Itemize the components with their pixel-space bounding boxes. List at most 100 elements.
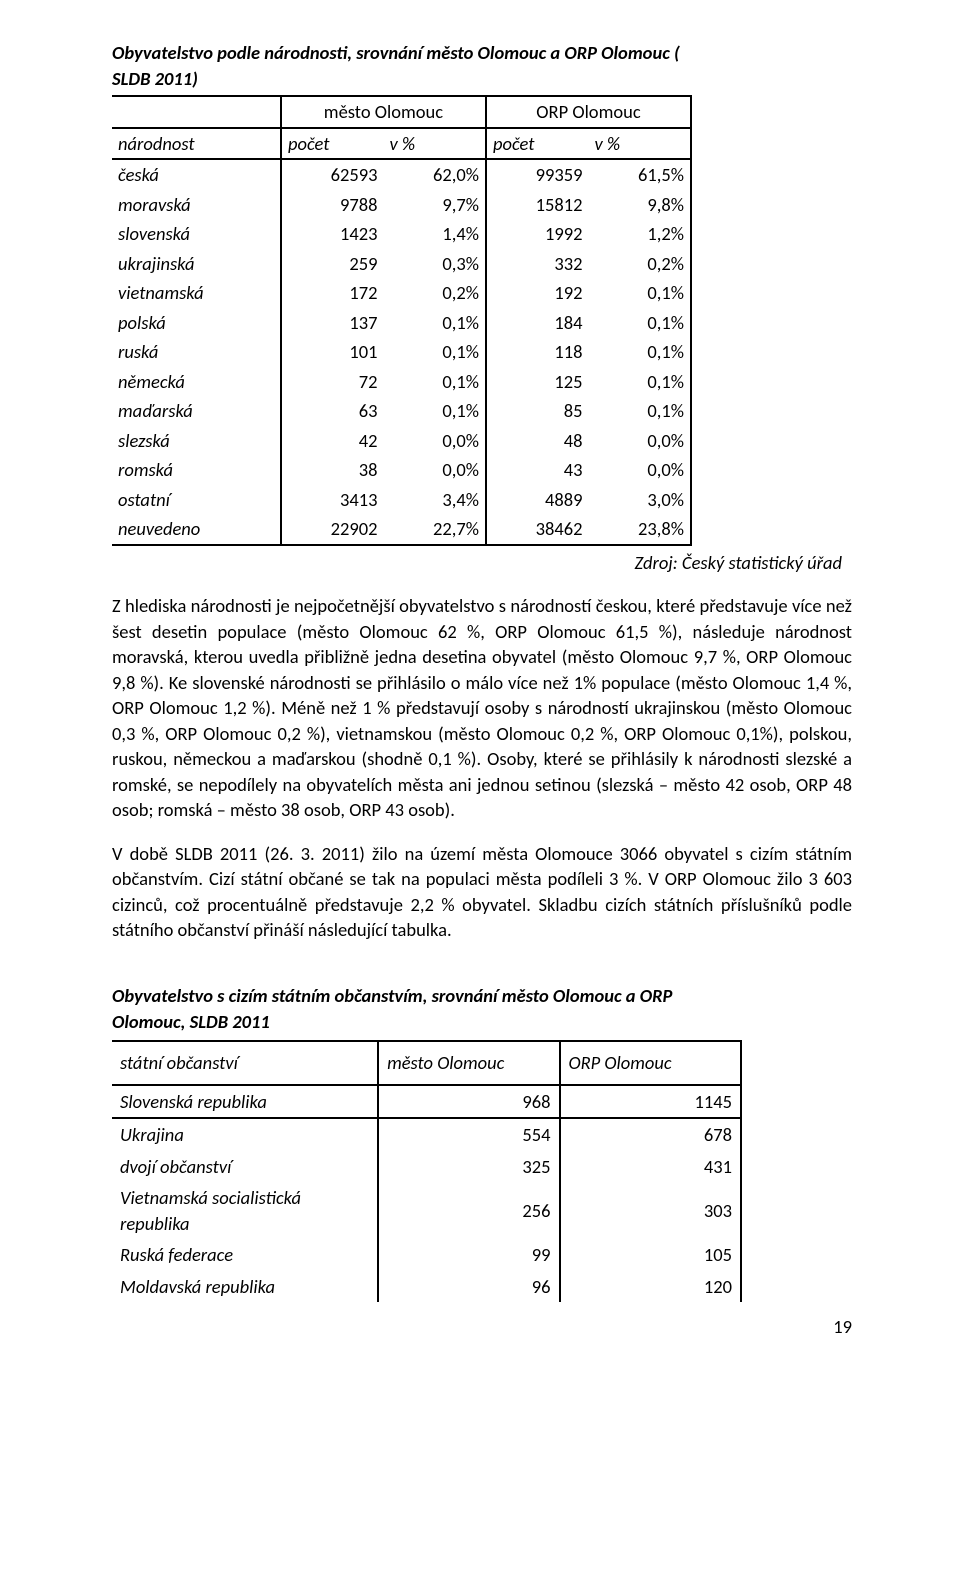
table-row: vietnamská1720,2%1920,1% — [112, 278, 691, 308]
table2-h2: ORP Olomouc — [560, 1041, 741, 1085]
cell-val: 61,5% — [588, 159, 691, 190]
cell-val: 23,8% — [588, 514, 691, 545]
table1-h1: počet — [281, 128, 384, 160]
cell-val: 0,1% — [383, 396, 485, 426]
table-row: Moldavská republika96120 — [112, 1271, 741, 1303]
cell-name: německá — [112, 367, 281, 397]
table-row: německá720,1%1250,1% — [112, 367, 691, 397]
cell-val: 43 — [486, 455, 589, 485]
cell-val: 0,0% — [383, 426, 485, 456]
cell-val: 3413 — [281, 485, 384, 515]
cell-val: 9788 — [281, 190, 384, 220]
cell-val: 62,0% — [383, 159, 485, 190]
cell-val: 0,1% — [588, 367, 691, 397]
cell-val: 99 — [378, 1239, 559, 1271]
cell-val: 15812 — [486, 190, 589, 220]
table-row: Ruská federace99105 — [112, 1239, 741, 1271]
cell-val: 0,1% — [588, 278, 691, 308]
cell-val: 42 — [281, 426, 384, 456]
cell-val: 192 — [486, 278, 589, 308]
cell-val: 38462 — [486, 514, 589, 545]
cell-val: 9,8% — [588, 190, 691, 220]
cell-val: 0,0% — [588, 455, 691, 485]
table-row: slezská420,0%480,0% — [112, 426, 691, 456]
cell-val: 0,0% — [383, 455, 485, 485]
cell-val: 101 — [281, 337, 384, 367]
table-row: Slovenská republika9681145 — [112, 1085, 741, 1119]
cell-val: 72 — [281, 367, 384, 397]
table-row: dvojí občanství325431 — [112, 1151, 741, 1183]
cell-val: 0,1% — [383, 367, 485, 397]
cell-val: 259 — [281, 249, 384, 279]
table-row: ruská1010,1%1180,1% — [112, 337, 691, 367]
cell-val: 0,1% — [383, 308, 485, 338]
cell-val: 63 — [281, 396, 384, 426]
table-row: slovenská14231,4%19921,2% — [112, 219, 691, 249]
cell-val: 172 — [281, 278, 384, 308]
cell-val: 0,1% — [383, 337, 485, 367]
cell-name: polská — [112, 308, 281, 338]
cell-val: 0,2% — [588, 249, 691, 279]
cell-val: 125 — [486, 367, 589, 397]
cell-name: Vietnamská socialistická republika — [112, 1182, 378, 1239]
cell-val: 99359 — [486, 159, 589, 190]
table2-h1: město Olomouc — [378, 1041, 559, 1085]
cell-val: 1423 — [281, 219, 384, 249]
cell-name: česká — [112, 159, 281, 190]
table1-h0: národnost — [112, 128, 281, 160]
cell-val: 0,1% — [588, 337, 691, 367]
cell-val: 0,2% — [383, 278, 485, 308]
cell-val: 554 — [378, 1118, 559, 1151]
cell-name: slezská — [112, 426, 281, 456]
cell-val: 256 — [378, 1182, 559, 1239]
cell-name: ruská — [112, 337, 281, 367]
cell-val: 0,1% — [588, 308, 691, 338]
table-row: Vietnamská socialistická republika256303 — [112, 1182, 741, 1239]
table-row: polská1370,1%1840,1% — [112, 308, 691, 338]
cell-name: Moldavská republika — [112, 1271, 378, 1303]
cell-val: 38 — [281, 455, 384, 485]
cell-val: 325 — [378, 1151, 559, 1183]
cell-val: 9,7% — [383, 190, 485, 220]
cell-val: 968 — [378, 1085, 559, 1119]
cell-val: 120 — [560, 1271, 741, 1303]
table-row: moravská97889,7%158129,8% — [112, 190, 691, 220]
paragraph-1: Z hlediska národnosti je nejpočetnější o… — [112, 593, 852, 823]
table-row: ukrajinská2590,3%3320,2% — [112, 249, 691, 279]
cell-val: 22,7% — [383, 514, 485, 545]
cell-name: Ukrajina — [112, 1118, 378, 1151]
cell-val: 0,1% — [588, 396, 691, 426]
table1-h4: v % — [588, 128, 691, 160]
table1-title: Obyvatelstvo podle národnosti, srovnání … — [112, 40, 691, 96]
cell-name: romská — [112, 455, 281, 485]
cell-val: 1145 — [560, 1085, 741, 1119]
table-row: romská380,0%430,0% — [112, 455, 691, 485]
cell-name: moravská — [112, 190, 281, 220]
table1-source: Zdroj: Český statistický úřad — [112, 550, 842, 576]
cell-val: 137 — [281, 308, 384, 338]
cell-val: 431 — [560, 1151, 741, 1183]
cell-val: 96 — [378, 1271, 559, 1303]
page-number: 19 — [112, 1314, 852, 1340]
cell-val: 3,4% — [383, 485, 485, 515]
table2-h0: státní občanství — [112, 1041, 378, 1085]
cell-val: 3,0% — [588, 485, 691, 515]
table-row: maďarská630,1%850,1% — [112, 396, 691, 426]
cell-name: vietnamská — [112, 278, 281, 308]
cell-val: 1992 — [486, 219, 589, 249]
table2-title: Obyvatelstvo s cizím státním občanstvím,… — [112, 983, 741, 1041]
cell-val: 0,3% — [383, 249, 485, 279]
cell-val: 1,2% — [588, 219, 691, 249]
cell-val: 105 — [560, 1239, 741, 1271]
cell-val: 85 — [486, 396, 589, 426]
nationality-table: Obyvatelstvo podle národnosti, srovnání … — [112, 40, 692, 546]
cell-val: 678 — [560, 1118, 741, 1151]
table1-group1: město Olomouc — [281, 96, 486, 128]
cell-name: ostatní — [112, 485, 281, 515]
cell-name: ukrajinská — [112, 249, 281, 279]
cell-val: 62593 — [281, 159, 384, 190]
cell-val: 332 — [486, 249, 589, 279]
cell-val: 22902 — [281, 514, 384, 545]
table-row: česká6259362,0%9935961,5% — [112, 159, 691, 190]
cell-val: 184 — [486, 308, 589, 338]
